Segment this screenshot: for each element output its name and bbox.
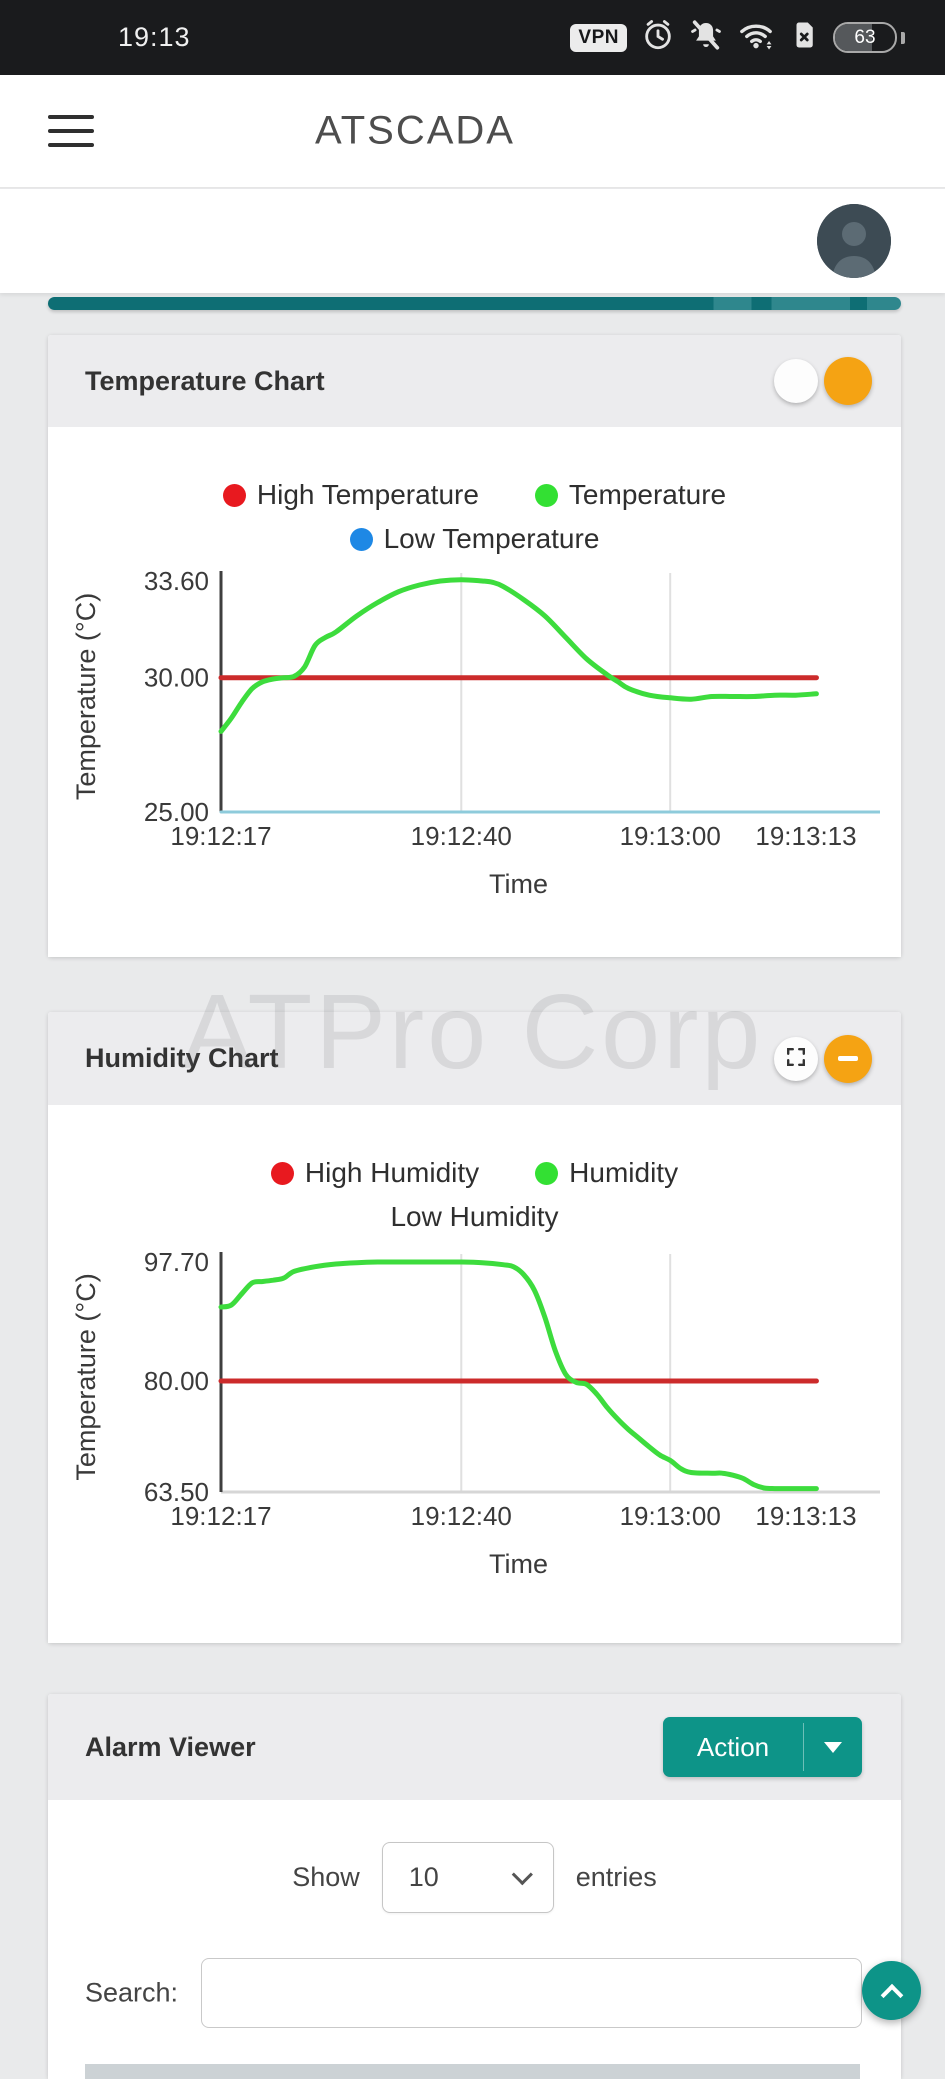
temperature-card-title: Temperature Chart — [85, 365, 325, 396]
y-tick-label: 63.50 — [144, 1477, 209, 1507]
clock-time: 19:13 — [118, 22, 191, 52]
legend-item[interactable]: High Humidity — [270, 1157, 480, 1189]
battery-nub — [901, 31, 905, 44]
x-tick-label: 19:12:40 — [411, 821, 512, 851]
legend-item[interactable]: Low Temperature — [349, 523, 600, 555]
x-tick-label: 19:12:40 — [411, 1501, 512, 1531]
legend-label: High Humidity — [304, 1157, 480, 1188]
x-axis-title: Time — [489, 869, 548, 899]
humidity-chart-legend: High Humidity Humidity Low Humidity — [175, 1157, 775, 1233]
expand-button[interactable] — [774, 359, 818, 403]
x-tick-label: 19:13:13 — [755, 821, 856, 851]
y-tick-label: 30.00 — [144, 663, 209, 693]
legend-dot-icon — [349, 527, 373, 551]
collapse-button[interactable] — [824, 357, 872, 405]
x-tick-label: 19:12:17 — [170, 1501, 271, 1531]
chevron-up-icon — [880, 1983, 903, 2007]
minimize-button[interactable] — [824, 1034, 872, 1083]
y-axis-title: Temperature (°C) — [71, 1273, 101, 1480]
y-axis-title: Temperature (°C) — [71, 593, 101, 800]
action-split-button[interactable]: Action — [663, 1717, 862, 1777]
fullscreen-icon — [785, 1046, 807, 1071]
x-tick-label: 19:12:17 — [170, 821, 271, 851]
entries-label: entries — [575, 1862, 657, 1892]
legend-label: Temperature — [568, 479, 727, 510]
legend-dot-icon — [534, 483, 558, 507]
alarm-card-header: Alarm Viewer Action — [48, 1694, 901, 1800]
legend-label: Humidity — [569, 1157, 679, 1188]
x-tick-label: 19:13:00 — [620, 1501, 721, 1531]
page-size-value: 10 — [408, 1862, 439, 1892]
vpn-badge-icon: VPN — [570, 23, 627, 52]
search-label: Search: — [85, 1977, 179, 2008]
sim-error-icon — [789, 19, 819, 56]
progress-bar — [48, 297, 901, 310]
page-size-row: Show 10 entries — [48, 1842, 901, 1913]
legend-label: Low Temperature — [383, 523, 600, 554]
app-title: ATSCADA — [315, 108, 515, 153]
wifi-icon — [737, 18, 775, 57]
temperature-card-body: High Temperature Temperature Low Temperatu… — [48, 427, 901, 957]
alarm-card-body: Show 10 entries Search: — [48, 1800, 901, 2079]
legend-item[interactable]: Humidity — [535, 1157, 678, 1189]
action-button-label[interactable]: Action — [696, 1731, 770, 1762]
humidity-card-header: Humidity Chart — [48, 1012, 901, 1105]
y-tick-label: 80.00 — [144, 1366, 209, 1396]
series-line-temperature — [218, 577, 819, 734]
user-avatar[interactable] — [817, 204, 891, 278]
x-tick-label: 19:13:13 — [755, 1501, 856, 1531]
legend-item[interactable]: Low Humidity — [390, 1201, 558, 1233]
notifications-muted-icon — [689, 18, 723, 57]
humidity-chart-card: Humidity Chart High Humidity Humidity Low … — [48, 1012, 901, 1643]
legend-label: Low Humidity — [390, 1201, 559, 1232]
temperature-chart-legend: High Temperature Temperature Low Temperatu… — [175, 479, 775, 555]
app-header: ATSCADA — [0, 75, 945, 188]
action-dropdown-toggle[interactable] — [804, 1717, 862, 1777]
page-size-select[interactable]: 10 — [381, 1842, 554, 1913]
alarm-card-title: Alarm Viewer — [85, 1731, 256, 1762]
temperature-chart-card: Temperature Chart High Temperature Temper… — [48, 335, 901, 957]
x-tick-label: 19:13:00 — [620, 821, 721, 851]
status-icons: VPN — [570, 18, 905, 57]
x-axis-title: Time — [489, 1549, 548, 1579]
table-header-strip — [85, 2064, 860, 2079]
legend-dot-icon — [222, 483, 246, 507]
alarm-clock-icon — [641, 18, 675, 57]
minus-icon — [838, 1056, 858, 1061]
legend-dot-icon — [270, 1161, 294, 1185]
battery-icon: 63 — [833, 22, 897, 53]
y-tick-label: 25.00 — [144, 797, 209, 827]
search-input[interactable] — [201, 1958, 862, 2028]
humidity-card-title: Humidity Chart — [85, 1043, 279, 1073]
y-tick-label: 97.70 — [144, 1247, 209, 1277]
show-label: Show — [292, 1862, 360, 1892]
y-tick-label: 33.60 — [144, 566, 209, 596]
temperature-card-header: Temperature Chart — [48, 335, 901, 427]
fullscreen-button[interactable] — [774, 1036, 818, 1081]
scroll-to-top-button[interactable] — [862, 1961, 921, 2020]
action-button-divider — [803, 1723, 804, 1771]
search-row: Search: — [48, 1958, 901, 2028]
legend-label: High Temperature — [256, 479, 479, 510]
caret-down-icon — [824, 1741, 842, 1753]
toolbar-band — [0, 189, 945, 293]
legend-item[interactable]: Temperature — [534, 479, 727, 511]
chevron-down-icon — [511, 1864, 533, 1886]
humidity-card-body: High Humidity Humidity Low Humidity 97.70 8… — [48, 1105, 901, 1643]
alarm-viewer-card: Alarm Viewer Action Show 10 entries Sear… — [48, 1694, 901, 2079]
legend-item[interactable]: High Temperature — [222, 479, 479, 511]
legend-dot-icon — [535, 1161, 559, 1185]
menu-hamburger-button[interactable] — [48, 115, 94, 147]
status-bar: 19:13 VPN — [0, 0, 945, 75]
series-line-humidity — [218, 1259, 819, 1492]
